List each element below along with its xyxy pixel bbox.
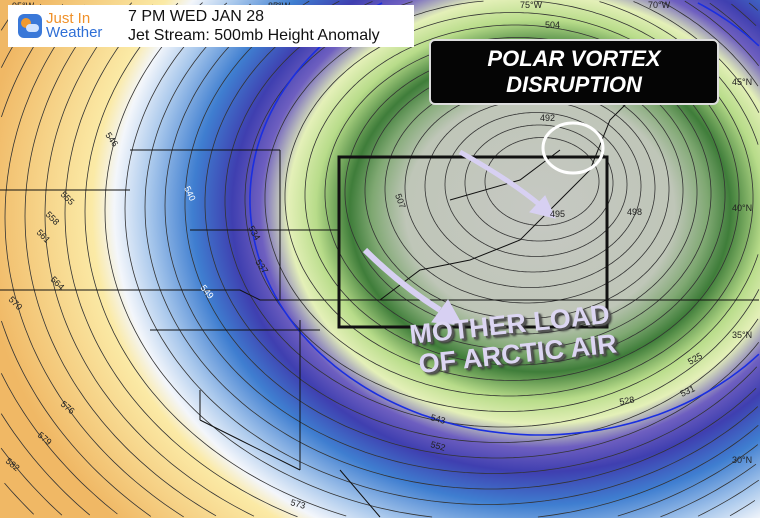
contour-label: 573 xyxy=(289,497,306,511)
contour-label: 495 xyxy=(550,209,565,219)
contour-label: 552 xyxy=(429,439,446,453)
latitude-label: 35°N xyxy=(732,330,752,340)
logo-text-line2: Weather xyxy=(46,24,103,41)
longitude-label: 75°W xyxy=(520,0,543,10)
callout-line2: DISRUPTION xyxy=(506,72,642,97)
weather-logo-icon xyxy=(18,14,42,38)
contour-line xyxy=(484,137,600,226)
arrow-southwest xyxy=(362,247,442,313)
arrows xyxy=(362,149,556,326)
contour-label: 504 xyxy=(545,20,560,30)
contour-label: 528 xyxy=(619,395,636,407)
latitude-label: 30°N xyxy=(732,455,752,465)
just-in-weather-logo: Just In Weather xyxy=(18,10,128,41)
contour-line xyxy=(44,2,760,517)
contour-line xyxy=(144,3,757,490)
jet-stream-540-line xyxy=(249,2,760,436)
contour-line xyxy=(424,99,642,273)
contour-label: 498 xyxy=(627,207,642,217)
contour-label: 492 xyxy=(540,113,555,123)
callout-line1: POLAR VORTEX xyxy=(487,46,661,71)
title-banner: Just In Weather 7 PM WED JAN 28 Jet Stre… xyxy=(8,5,414,47)
logo-text-line1: Just In xyxy=(46,10,91,27)
contour-line xyxy=(124,2,759,505)
arrow-head-southwest-icon xyxy=(431,299,463,326)
contour-label: 507 xyxy=(393,192,408,210)
contour-line xyxy=(284,12,740,381)
state-borders xyxy=(0,39,759,518)
polar-vortex-callout: POLAR VORTEX DISRUPTION xyxy=(429,39,719,105)
longitude-label: 70°W xyxy=(648,0,671,10)
arrow-northeast xyxy=(458,149,542,207)
contour-line xyxy=(444,112,628,257)
contour-line xyxy=(4,482,34,515)
latitude-label: 45°N xyxy=(732,77,752,87)
latitude-label: 40°N xyxy=(732,203,752,213)
contour-line xyxy=(24,5,756,517)
contour-line xyxy=(204,0,759,443)
vortex-circle-marker xyxy=(541,121,605,175)
contour-line xyxy=(184,0,760,459)
contour-line xyxy=(104,2,759,518)
arrow-head-northeast-icon xyxy=(529,195,556,219)
contour-line xyxy=(4,4,184,518)
contour-line xyxy=(0,447,63,516)
contour-line xyxy=(464,124,614,242)
map-subtitle: Jet Stream: 500mb Height Anomaly xyxy=(128,27,380,44)
contour-line xyxy=(84,2,759,517)
contour-label: 543 xyxy=(429,412,446,426)
contour-line xyxy=(64,4,757,518)
forecast-time: 7 PM WED JAN 28 xyxy=(128,8,265,25)
